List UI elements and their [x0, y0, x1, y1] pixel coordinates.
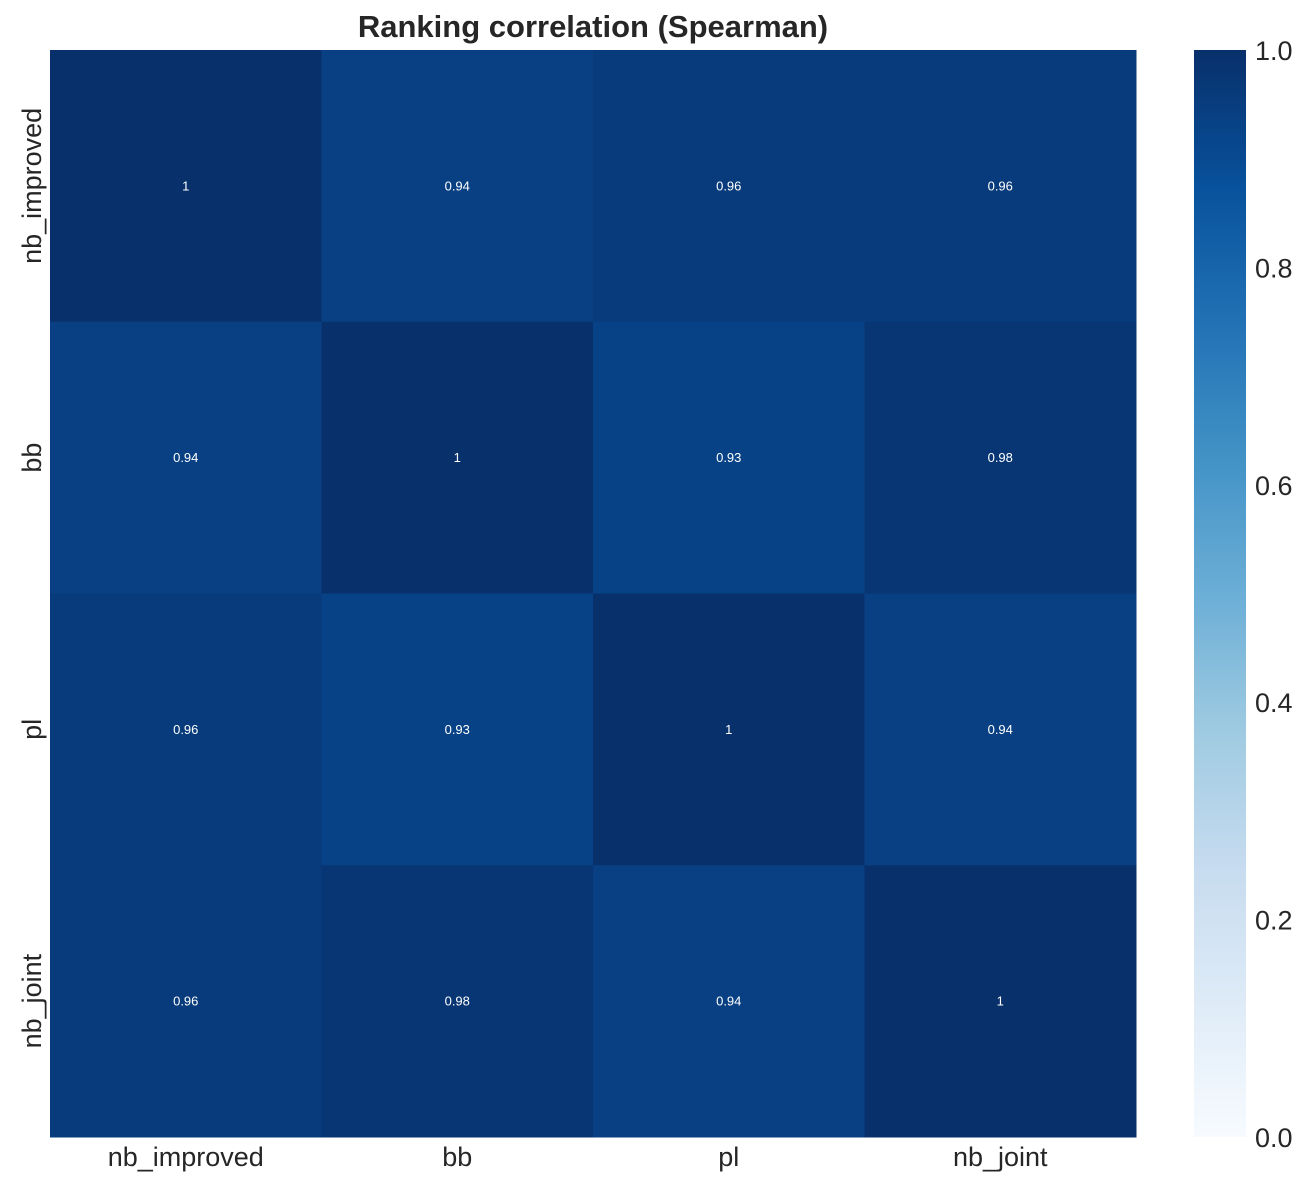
x-tick-label: nb_improved: [108, 1142, 264, 1172]
colorbar-tick-label: 1.0: [1255, 36, 1293, 66]
colorbar-tick-label: 0.8: [1255, 253, 1293, 283]
y-tick-label: nb_improved: [17, 108, 47, 264]
heatmap-cell: [864, 593, 1137, 866]
cell-value-label: 0.93: [716, 450, 741, 465]
heatmap-cell: [864, 865, 1137, 1138]
cell-value-label: 1: [997, 994, 1004, 1009]
chart-title: Ranking correlation (Spearman): [358, 9, 828, 44]
heatmap-cell: [864, 321, 1137, 594]
cell-value-label: 1: [725, 722, 732, 737]
heatmap-cell: [593, 865, 865, 1138]
cell-value-label: 0.96: [988, 178, 1013, 193]
heatmap-cell: [321, 50, 594, 323]
heatmap-cell: [321, 593, 594, 866]
cell-value-label: 0.94: [173, 450, 198, 465]
colorbar-tick-label: 0.6: [1255, 471, 1293, 501]
heatmap-cell: [50, 593, 322, 866]
cell-value-label: 0.93: [445, 722, 470, 737]
cell-value-label: 0.94: [988, 722, 1013, 737]
colorbar-tick-label: 0.4: [1255, 688, 1293, 718]
heatmap-cell: [50, 865, 322, 1138]
y-tick-label: pl: [17, 719, 47, 740]
heatmap-grid: 1 0.94 0.96 0.96 0.94 1 0.93 0.98 0.96 0.93 1 0.94 0…: [50, 50, 1137, 1138]
cell-value-label: 1: [182, 178, 189, 193]
y-tick-label: nb_joint: [17, 953, 47, 1048]
x-tick-label: nb_joint: [953, 1142, 1048, 1172]
heatmap-cell: [321, 865, 594, 1138]
heatmap-cell: [593, 321, 865, 594]
colorbar: [1194, 50, 1246, 1137]
x-tick-label: bb: [442, 1142, 472, 1172]
cell-value-label: 0.94: [716, 994, 741, 1009]
cell-value-label: 0.96: [716, 178, 741, 193]
heatmap-cell: [864, 50, 1137, 323]
colorbar-tick-label: 0.0: [1255, 1123, 1293, 1153]
heatmap-cell: [321, 321, 594, 594]
y-tick-label: bb: [17, 443, 47, 473]
heatmap-cell: [50, 50, 322, 323]
x-axis-tick-labels: nb_improved bb pl nb_joint: [108, 1142, 1048, 1172]
x-tick-label: pl: [718, 1142, 739, 1172]
colorbar-tick-labels: 0.0 0.2 0.4 0.6 0.8 1.0: [1255, 36, 1293, 1153]
heatmap-cell: [593, 50, 865, 323]
cell-value-label: 0.96: [173, 994, 198, 1009]
cell-value-label: 1: [454, 450, 461, 465]
cell-value-label: 0.96: [173, 722, 198, 737]
colorbar-tick-label: 0.2: [1255, 906, 1293, 936]
cell-value-label: 0.94: [445, 178, 470, 193]
cell-value-label: 0.98: [988, 450, 1013, 465]
heatmap-cell: [50, 321, 322, 594]
cell-value-label: 0.98: [445, 994, 470, 1009]
heatmap-cell: [593, 593, 865, 866]
